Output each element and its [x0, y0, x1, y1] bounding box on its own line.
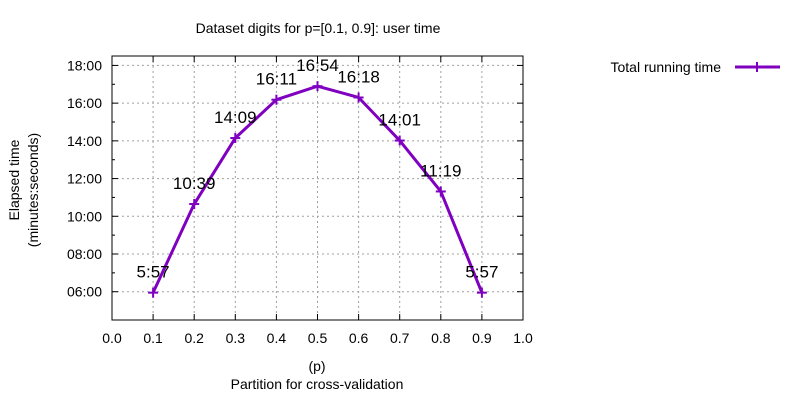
x-tick-label: 0.6: [349, 330, 369, 346]
data-point-marker: [394, 135, 405, 146]
axis-ticks: [111, 56, 524, 320]
y-tick-label: 08:00: [67, 246, 102, 262]
data-point-marker: [476, 287, 487, 298]
data-label: 16:54: [296, 56, 339, 75]
legend: Total running time: [610, 59, 780, 75]
y-tick-label: 10:00: [67, 208, 102, 224]
x-tick-label: 0.1: [143, 330, 163, 346]
legend-label: Total running time: [610, 59, 721, 75]
grid-lines: [112, 56, 523, 320]
x-tick-label: 0.8: [431, 330, 451, 346]
data-point-marker: [189, 199, 200, 210]
y-tick-label: 06:00: [67, 284, 102, 300]
data-point-marker: [353, 92, 364, 103]
data-label: 5:57: [137, 263, 170, 282]
data-label: 16:18: [337, 67, 380, 86]
data-point-marker: [271, 94, 282, 105]
data-point-marker: [230, 133, 241, 144]
y-axis-title-line1: Elapsed time: [6, 139, 22, 220]
x-axis-title-line2: Partition for cross-validation: [231, 376, 404, 392]
y-axis-title-line2: (minutes:seconds): [25, 133, 41, 247]
data-point-marker: [435, 186, 446, 197]
data-point-marker: [312, 81, 323, 92]
series-total-running-time: [148, 81, 487, 298]
x-tick-label: 0.2: [184, 330, 204, 346]
x-tick-label: 0.3: [226, 330, 246, 346]
y-tick-label: 12:00: [67, 171, 102, 187]
x-tick-label: 0.9: [472, 330, 492, 346]
data-label: 11:19: [420, 161, 461, 180]
tick-labels: 0.0 0.1 0.2 0.3 0.4 0.5 0.6 0.7 0.8 0.9 1.0 06:00 08…: [67, 57, 533, 346]
x-tick-label: 0.4: [267, 330, 287, 346]
x-tick-label: 0.5: [308, 330, 328, 346]
x-axis-title-line1: (p): [308, 358, 325, 374]
data-label: 14:01: [378, 111, 421, 130]
x-tick-label: 0.7: [390, 330, 410, 346]
plot-frame: [111, 55, 524, 321]
chart-title: Dataset digits for p=[0.1, 0.9]: user ti…: [196, 20, 441, 36]
data-label: 10:39: [173, 174, 216, 193]
data-label: 14:09: [214, 108, 257, 127]
x-tick-label: 0.0: [102, 330, 122, 346]
x-tick-label: 1.0: [513, 330, 533, 346]
data-label: 16:11: [256, 70, 297, 89]
y-tick-label: 14:00: [67, 133, 102, 149]
data-label: 5:57: [465, 263, 498, 282]
data-point-marker: [148, 287, 159, 298]
y-tick-label: 16:00: [67, 95, 102, 111]
y-tick-label: 18:00: [67, 57, 102, 73]
legend-line-sample: [735, 62, 780, 72]
